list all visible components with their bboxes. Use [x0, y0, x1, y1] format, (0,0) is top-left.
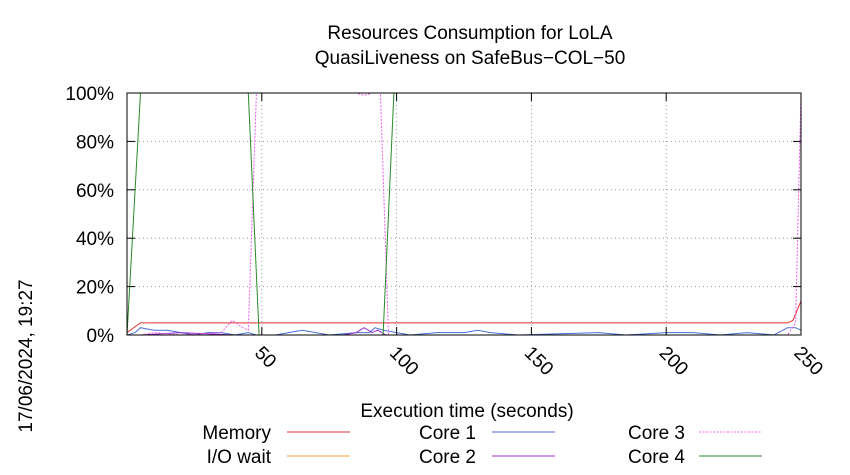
- y-tick-label: 80%: [76, 132, 114, 153]
- chart-title: Resources Consumption for LoLA QuasiLive…: [315, 23, 626, 69]
- y-tick-label: 60%: [76, 181, 114, 202]
- chart-title-line-1: Resources Consumption for LoLA: [327, 23, 612, 44]
- series-line-core-1: [126, 327, 802, 336]
- legend-label-core-4: Core 4: [628, 447, 685, 468]
- legend-label-core-2: Core 2: [419, 447, 476, 468]
- legend-label-core-3: Core 3: [628, 423, 685, 444]
- timestamp-label: 17/06/2024, 19:27: [16, 279, 37, 432]
- y-tick-label: 20%: [76, 278, 114, 299]
- x-tick-label: 150: [520, 343, 557, 380]
- series-line-core-4: [126, 92, 801, 336]
- series-line-memory: [126, 300, 802, 334]
- x-tick-label: 250: [789, 343, 826, 380]
- y-axis-ticks: 0% 20% 40% 60% 80% 100%: [65, 84, 801, 347]
- x-axis-label: Execution time (seconds): [360, 401, 573, 422]
- x-tick-label: 200: [655, 343, 692, 380]
- series-line-core-3: [127, 92, 802, 336]
- y-tick-label: 40%: [76, 229, 114, 250]
- plot-frame: [126, 92, 802, 336]
- y-tick-label: 100%: [65, 84, 114, 105]
- legend-label-i-o-wait: I/O wait: [207, 447, 272, 468]
- grid-lines: [127, 93, 801, 335]
- x-tick-label: 50: [250, 343, 280, 373]
- legend: Memory I/O wait Core 1 Core 2 Core 3 Core 4: [202, 423, 762, 468]
- legend-label-memory: Memory: [202, 423, 271, 444]
- x-axis-ticks: 50 100 150 200 250: [250, 93, 827, 380]
- chart-title-line-2: QuasiLiveness on SafeBus−COL−50: [315, 48, 626, 69]
- y-tick-label: 0%: [87, 326, 115, 347]
- legend-label-core-1: Core 1: [419, 423, 476, 444]
- x-tick-label: 100: [385, 343, 422, 380]
- series-lines: [126, 92, 802, 336]
